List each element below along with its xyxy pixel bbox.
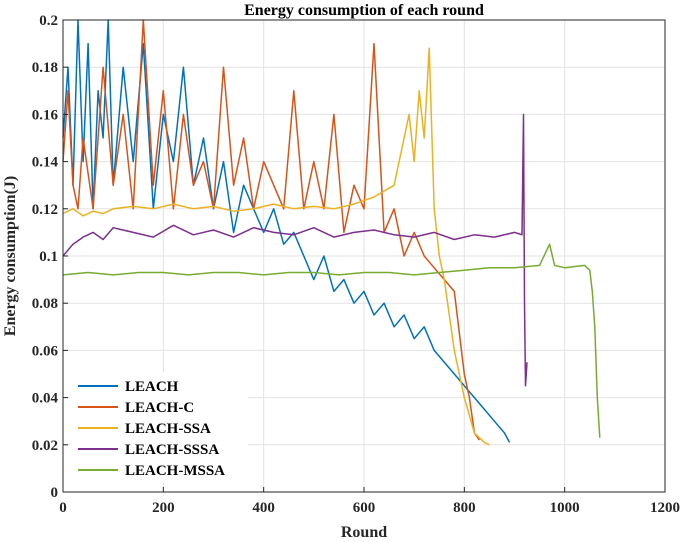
y-tick-label: 0.18: [32, 60, 58, 76]
series-line-leach-c: [62, 19, 481, 441]
x-axis-title: Round: [341, 524, 387, 541]
legend-label: LEACH-SSSA: [125, 442, 219, 458]
series-line-leach-mssa: [62, 243, 601, 438]
y-axis-title: Energy consumption(J): [2, 176, 19, 336]
legend-label: LEACH-SSA: [125, 421, 211, 437]
series-line-leach: [62, 19, 511, 443]
chart-title: Energy consumption of each round: [244, 2, 484, 19]
x-tick-label: 800: [453, 500, 476, 516]
y-tick-label: 0.2: [39, 13, 58, 29]
y-tick-label: 0.04: [32, 391, 59, 407]
x-tick-label: 0: [59, 500, 67, 516]
y-tick-label: 0.06: [32, 343, 59, 359]
y-tick-label: 0.16: [32, 107, 59, 123]
y-tick-label: 0: [51, 485, 59, 501]
x-tick-label: 1200: [650, 500, 680, 516]
x-tick-label: 600: [353, 500, 376, 516]
series-group: [62, 19, 601, 446]
axis-ticks: 0 200 400 600 800 1000 1200 0 0.02 0.04 0.06 0.08 0.…: [32, 13, 680, 516]
y-tick-label: 0.1: [39, 249, 58, 265]
legend: LEACH LEACH-C LEACH-SSA LEACH-SSSA LEACH-MSS…: [70, 372, 248, 482]
x-tick-label: 400: [252, 500, 275, 516]
legend-label: LEACH-C: [125, 400, 194, 416]
legend-label: LEACH: [125, 379, 179, 395]
y-tick-label: 0.14: [32, 155, 59, 171]
x-tick-label: 200: [152, 500, 175, 516]
legend-label: LEACH-MSSA: [125, 463, 225, 479]
y-tick-label: 0.08: [32, 296, 58, 312]
series-line-leach-sssa: [62, 113, 528, 387]
x-tick-label: 1000: [550, 500, 580, 516]
y-tick-label: 0.02: [32, 438, 58, 454]
y-tick-label: 0.12: [32, 202, 58, 218]
